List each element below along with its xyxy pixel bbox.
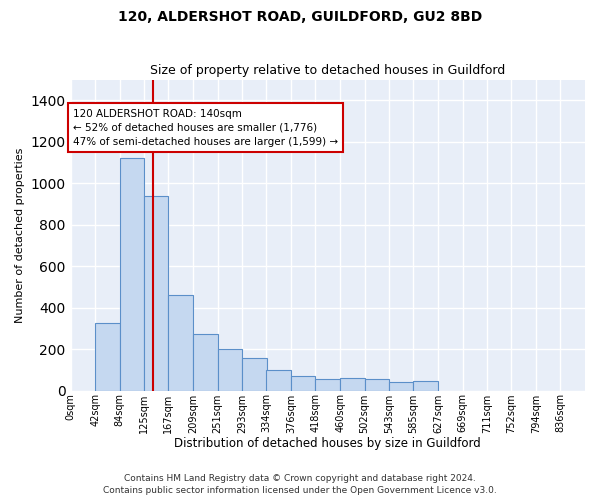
Bar [95, 323, 120, 390]
Bar [242, 358, 267, 390]
Bar [413, 381, 438, 390]
Bar [218, 349, 242, 391]
Bar [365, 379, 389, 390]
Y-axis label: Number of detached properties: Number of detached properties [15, 148, 25, 322]
Bar [291, 376, 316, 390]
Bar [120, 158, 145, 390]
Bar [266, 370, 291, 390]
X-axis label: Distribution of detached houses by size in Guildford: Distribution of detached houses by size … [175, 437, 481, 450]
Bar [340, 378, 365, 390]
Bar [389, 382, 413, 390]
Bar [169, 295, 193, 390]
Title: Size of property relative to detached houses in Guildford: Size of property relative to detached ho… [150, 64, 505, 77]
Bar [144, 196, 169, 390]
Text: Contains HM Land Registry data © Crown copyright and database right 2024.
Contai: Contains HM Land Registry data © Crown c… [103, 474, 497, 495]
Bar [316, 379, 340, 390]
Text: 120, ALDERSHOT ROAD, GUILDFORD, GU2 8BD: 120, ALDERSHOT ROAD, GUILDFORD, GU2 8BD [118, 10, 482, 24]
Text: 120 ALDERSHOT ROAD: 140sqm
← 52% of detached houses are smaller (1,776)
47% of s: 120 ALDERSHOT ROAD: 140sqm ← 52% of deta… [73, 108, 338, 146]
Bar [193, 334, 218, 390]
